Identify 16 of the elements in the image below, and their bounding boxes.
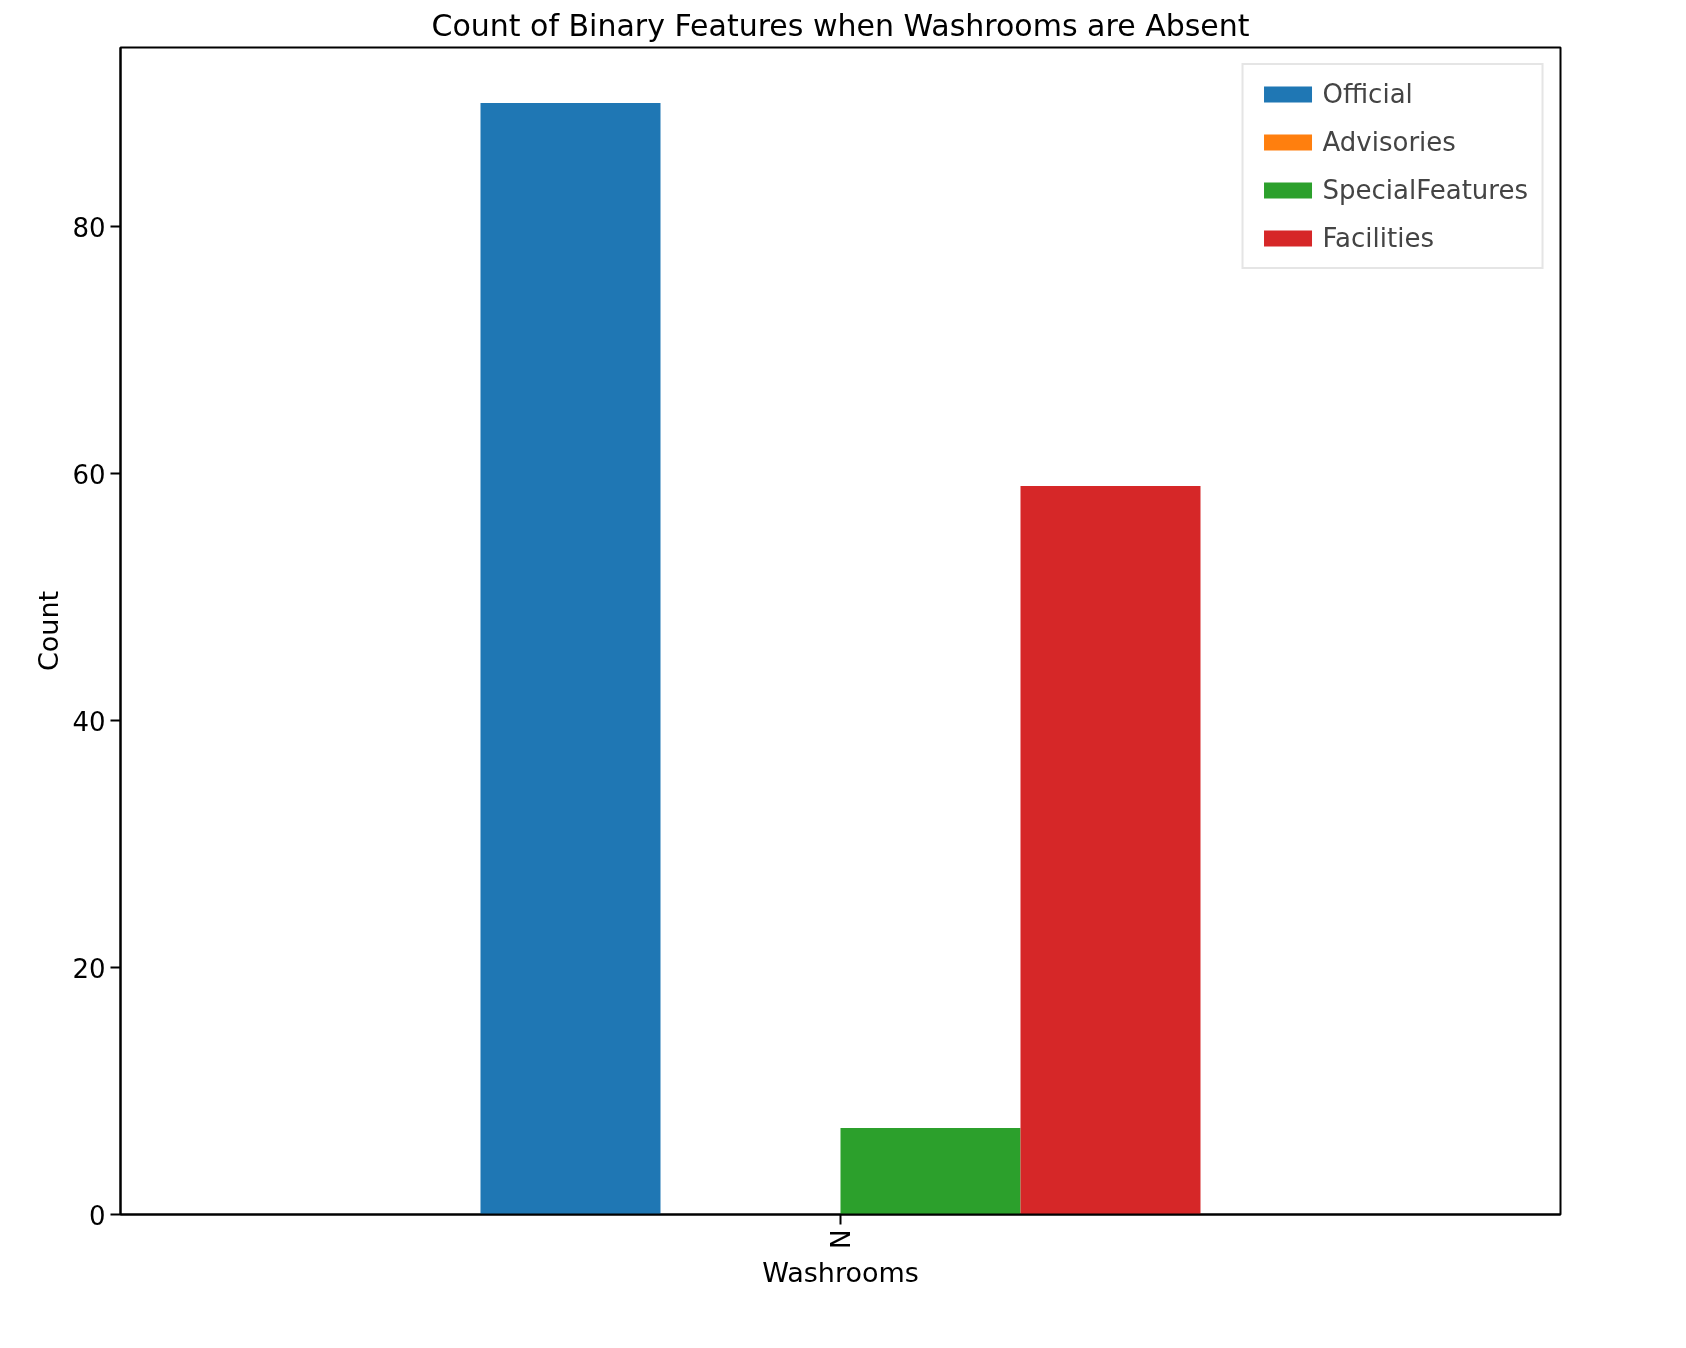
x-axis-title: Washrooms (762, 1256, 919, 1288)
y-tick-label: 20 (72, 953, 106, 984)
x-tick-label: N (825, 1229, 856, 1249)
legend-label: SpecialFeatures (1322, 175, 1528, 205)
bar (1020, 485, 1201, 1215)
y-tick-label: 0 (88, 1200, 106, 1231)
y-axis-title: Count (33, 590, 65, 672)
y-tick-label: 80 (72, 212, 106, 243)
legend-label: Facilities (1322, 223, 1434, 253)
y-tick-label: 40 (72, 706, 106, 737)
y-tick-label: 60 (72, 459, 106, 490)
legend-label: Official (1322, 79, 1413, 109)
bar (480, 103, 661, 1215)
bar (840, 1128, 1021, 1215)
chart-title: Count of Binary Features when Washrooms are Absent (431, 7, 1250, 43)
legend-label: Advisories (1322, 127, 1456, 157)
